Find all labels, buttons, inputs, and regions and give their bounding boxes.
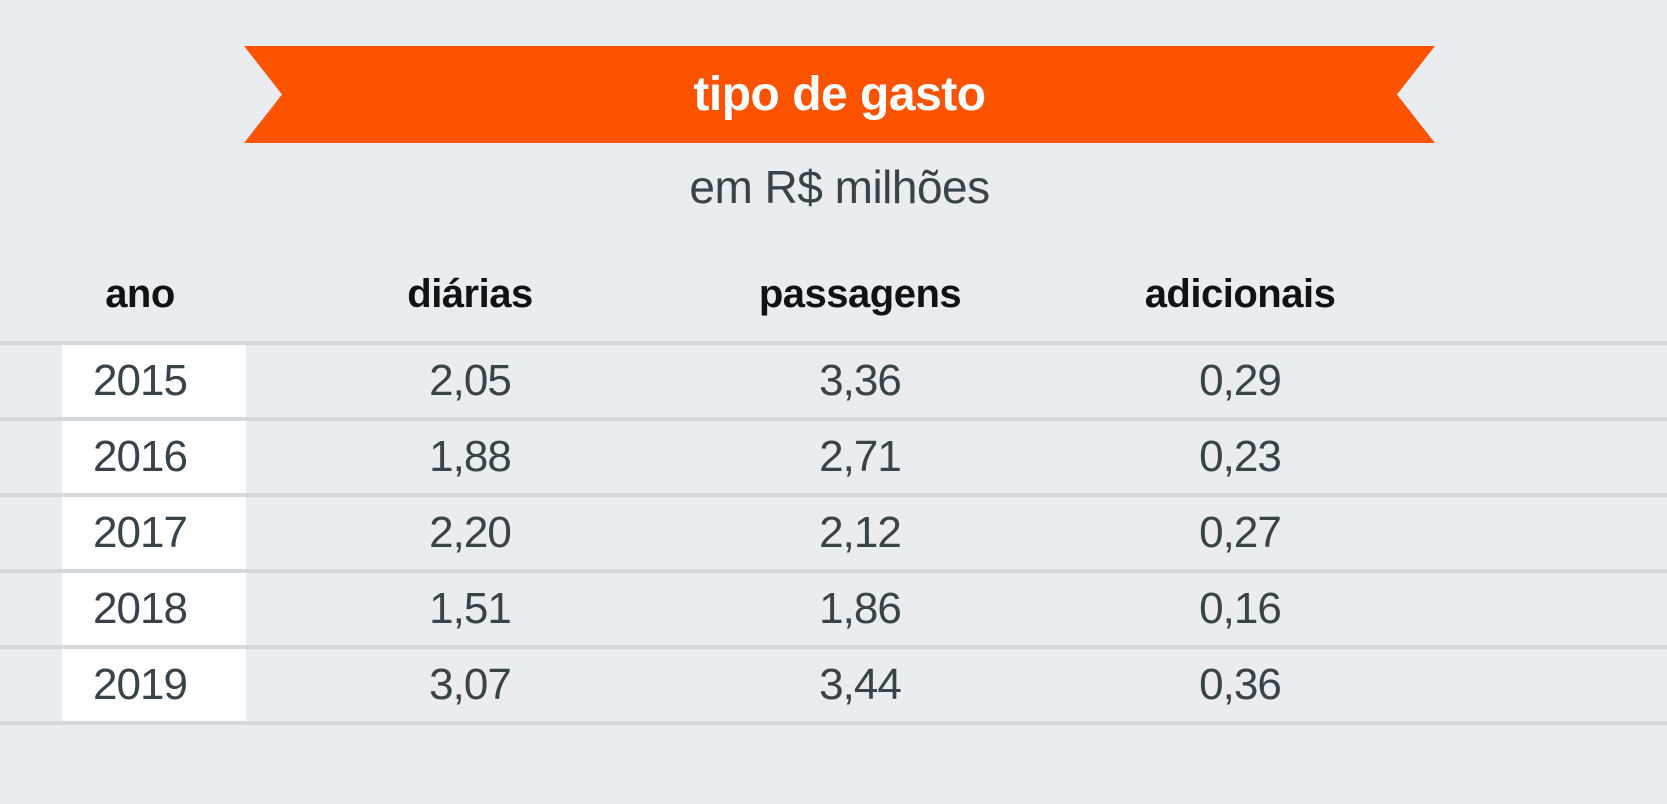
value-cell: 2,71: [819, 432, 902, 481]
column-header-adicionais: adicionais: [1144, 272, 1336, 316]
table-row: 2015 2,05 3,36 0,29: [0, 345, 1667, 421]
value-cell: 2,05: [429, 356, 512, 405]
value-cell: 0,36: [1199, 660, 1282, 709]
value-cell: 0,23: [1199, 432, 1282, 481]
value-cell: 3,44: [819, 660, 902, 709]
year-cell: 2017: [93, 508, 188, 557]
title-ribbon: tipo de gasto: [244, 46, 1435, 143]
column-header-ano: ano: [105, 272, 175, 316]
page-title: tipo de gasto: [693, 68, 986, 121]
value-cell: 0,16: [1199, 584, 1282, 633]
unit-subtitle: em R$ milhões: [689, 161, 990, 213]
value-cell: 0,27: [1199, 508, 1282, 557]
year-cell: 2018: [93, 584, 188, 633]
value-cell: 1,86: [819, 584, 902, 633]
value-cell: 3,36: [819, 356, 902, 405]
value-cell: 2,20: [429, 508, 512, 557]
year-column-highlight: [62, 345, 246, 725]
value-cell: 0,29: [1199, 356, 1282, 405]
column-header-diarias: diárias: [407, 272, 533, 316]
table-row: 2019 3,07 3,44 0,36: [0, 649, 1667, 725]
value-cell: 2,12: [819, 508, 902, 557]
value-cell: 1,51: [429, 584, 512, 633]
table-row: 2016 1,88 2,71 0,23: [0, 421, 1667, 497]
year-cell: 2015: [93, 356, 188, 405]
year-cell: 2019: [93, 660, 188, 709]
table-row: 2017 2,20 2,12 0,27: [0, 497, 1667, 573]
year-cell: 2016: [93, 432, 188, 481]
table-row: 2018 1,51 1,86 0,16: [0, 573, 1667, 649]
table-header-row: ano diárias passagens adicionais: [0, 250, 1667, 345]
column-header-passagens: passagens: [758, 272, 962, 316]
value-cell: 1,88: [429, 432, 512, 481]
column-header-spacer: [1420, 317, 1667, 341]
value-cell: 3,07: [429, 660, 512, 709]
expense-table: ano diárias passagens adicionais 2015 2,…: [0, 250, 1667, 725]
